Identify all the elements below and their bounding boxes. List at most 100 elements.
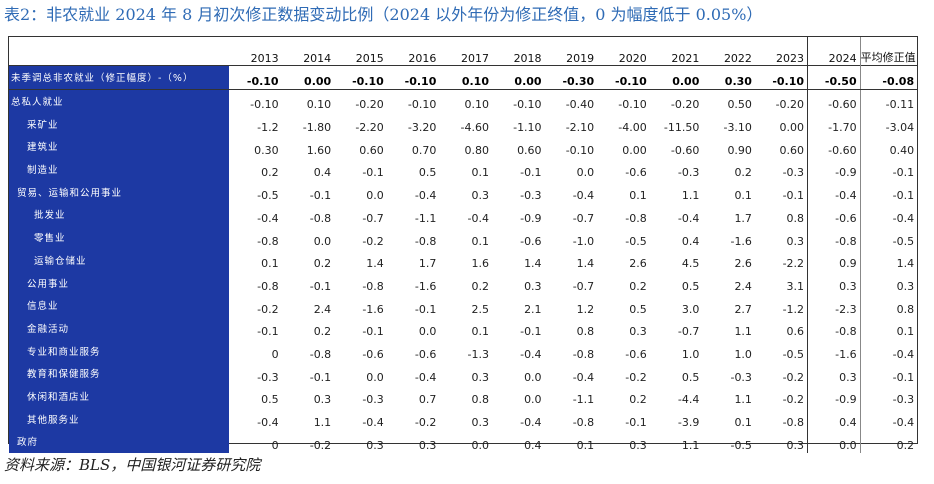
value-cell: 1.4 — [524, 257, 542, 271]
value-cell: 0 — [271, 347, 279, 361]
value-cell: 1.6 — [471, 257, 489, 271]
value-cell: -0.9 — [807, 157, 861, 181]
value-cell: -0.4 — [467, 211, 489, 225]
column-header: 平均修正值 — [859, 37, 918, 66]
value-cell: -0.10 — [229, 65, 282, 90]
value-cell: -0.60 — [807, 89, 861, 113]
value-cell: 2.4 — [313, 302, 332, 316]
value-cell: -0.9 — [520, 211, 542, 225]
table-row: 其他服务业 -0.4 1.1 -0.4 -0.2 0.3 -0.4 -0.8 -0.1 -3.9 0… — [9, 407, 918, 430]
value-cell: -1.2 — [257, 121, 279, 135]
value-cell: 0.0 — [366, 189, 384, 203]
table-caption: 表2：非农就业 2024 年 8 月初次修正数据变动比例（2024 以外年份为修… — [4, 5, 763, 24]
value-cell: -0.5 — [859, 225, 918, 249]
value-cell: -0.4 — [520, 347, 542, 361]
value-cell: 2.6 — [629, 257, 647, 271]
value-cell: -0.10 — [618, 98, 647, 112]
value-cell: 0.3 — [859, 271, 918, 294]
value-cell: 0.2 — [471, 279, 489, 293]
value-cell: 1.7 — [418, 257, 437, 271]
value-cell: -1.2 — [782, 302, 805, 316]
value-cell: -0.5 — [257, 189, 279, 203]
value-cell: 0.70 — [411, 143, 437, 157]
value-cell: -0.8 — [572, 416, 595, 429]
value-cell: 0.4 — [313, 166, 332, 180]
value-cell: -0.08 — [859, 65, 918, 90]
value-cell: -0.10 — [754, 65, 808, 90]
value-cell: 1.1 — [313, 416, 332, 429]
value-cell: -0.4 — [807, 180, 861, 204]
value-cell: -4.60 — [460, 121, 489, 135]
row-label: 总私人就业 — [9, 89, 229, 113]
value-cell: 0.1 — [859, 316, 918, 340]
value-cell: -0.5 — [782, 347, 805, 361]
value-cell: -0.2 — [782, 393, 805, 407]
value-cell: -1.1 — [414, 211, 437, 225]
value-cell: -0.8 — [309, 211, 332, 225]
value-cell: -0.1 — [309, 370, 332, 384]
value-cell: -0.1 — [257, 325, 279, 339]
column-header: 2013 — [229, 37, 282, 66]
value-cell: -0.9 — [807, 384, 861, 408]
value-cell: 0.4 — [807, 407, 861, 430]
value-cell: -0.8 — [807, 316, 861, 340]
value-cell: 0.4 — [681, 234, 700, 248]
value-cell: 0.80 — [464, 143, 489, 157]
value-cell: 0.3 — [313, 393, 332, 407]
value-cell: -0.20 — [670, 98, 700, 112]
value-cell: -0.10 — [250, 98, 279, 112]
table-row: 采矿业 -1.2 -1.80 -2.20 -3.20 -4.60 -1.10 -2.10 -4.… — [9, 112, 918, 136]
value-cell: -0.20 — [355, 98, 384, 112]
value-cell: 0.3 — [418, 438, 437, 452]
value-cell: 0.10 — [306, 98, 332, 112]
value-cell: 0.1 — [629, 189, 647, 203]
value-cell: -0.8 — [362, 279, 384, 293]
column-header: 2014 — [281, 37, 335, 66]
value-cell: -0.4 — [572, 370, 595, 384]
value-cell: 1.2 — [576, 302, 595, 316]
value-cell: -0.4 — [572, 189, 595, 203]
value-cell: -0.8 — [257, 279, 279, 293]
column-header: 2018 — [491, 37, 545, 66]
value-cell: -0.1 — [362, 325, 384, 339]
table-row: 制造业 0.2 0.4 -0.1 0.5 0.1 -0.1 0.0 -0.6 -0.3 0.2 -0.… — [9, 157, 918, 181]
value-cell: -3.04 — [859, 112, 918, 136]
value-cell: -0.6 — [625, 166, 647, 180]
column-header: 2017 — [439, 37, 492, 66]
value-cell: -0.1 — [520, 166, 542, 180]
value-cell: -0.40 — [565, 98, 595, 112]
value-cell: 0.3 — [807, 361, 861, 385]
value-cell: 0.1 — [734, 416, 752, 429]
value-cell: -0.7 — [362, 211, 384, 225]
row-label: 采矿业 — [9, 112, 229, 136]
value-cell: -0.60 — [807, 135, 861, 158]
value-cell: 0.3 — [471, 189, 489, 203]
row-label: 休闲和酒店业 — [9, 384, 229, 408]
value-cell: 1.60 — [306, 143, 332, 157]
value-cell: 0.3 — [629, 325, 647, 339]
value-cell: 0.5 — [629, 302, 647, 316]
value-cell: -2.2 — [782, 257, 805, 271]
value-cell: -0.2 — [309, 438, 332, 452]
value-cell: -0.4 — [859, 407, 918, 430]
value-cell: 0.30 — [702, 65, 755, 90]
value-cell: -0.4 — [257, 416, 279, 429]
value-cell: -1.3 — [467, 347, 489, 361]
value-cell: 0.8 — [576, 325, 595, 339]
value-cell: -0.8 — [625, 211, 647, 225]
value-cell: 1.7 — [734, 211, 752, 225]
row-label: 其他服务业 — [9, 407, 229, 430]
value-cell: -0.30 — [544, 65, 598, 90]
value-cell: 0.00 — [649, 65, 703, 90]
value-cell: 0.00 — [622, 143, 647, 157]
column-header: 2021 — [649, 37, 703, 66]
value-cell: 2.7 — [734, 302, 752, 316]
value-cell: 1.1 — [681, 189, 700, 203]
value-cell: 0.0 — [576, 166, 595, 180]
value-cell: 0.4 — [524, 438, 542, 452]
value-cell: -0.7 — [572, 211, 595, 225]
value-cell: -0.4 — [414, 189, 437, 203]
value-cell: -1.6 — [807, 339, 861, 362]
value-cell: 0.3 — [366, 438, 384, 452]
value-cell: 1.1 — [734, 325, 752, 339]
